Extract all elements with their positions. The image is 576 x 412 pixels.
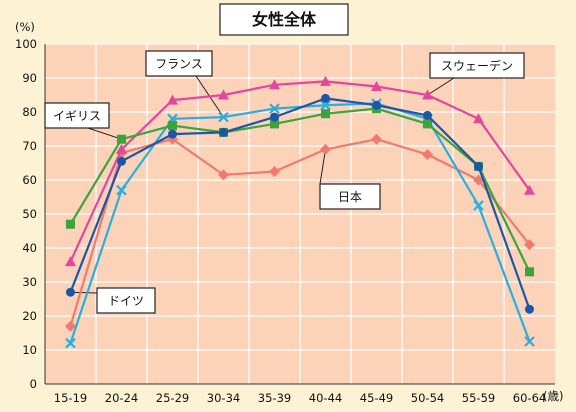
x-tick-label: 15-19 [54,391,87,405]
data-point [372,100,381,110]
series-4 [66,93,534,314]
data-point [270,119,279,129]
leader-line [87,127,122,140]
data-point [423,119,432,129]
series-label-text: ドイツ [108,294,144,308]
series [65,75,535,349]
series-label-france: フランス [145,50,213,77]
series-label-text: スウェーデン [441,58,513,73]
y-tick-label: 90 [22,71,37,85]
data-point [168,121,177,131]
y-tick-label: 30 [22,275,37,289]
series-0 [65,133,535,332]
y-unit-label: (%) [15,20,35,34]
data-point [473,113,484,124]
x-tick-label: 35-39 [258,391,291,405]
data-point [524,184,535,195]
data-point [525,304,534,314]
series-label-text: イギリス [53,109,101,123]
x-unit-label: (歳) [543,389,563,403]
leader-line [319,149,326,185]
series-label-box [44,102,110,129]
data-point [65,337,76,349]
y-tick-label: 40 [22,241,37,255]
data-point [371,133,382,145]
series-line [69,97,531,310]
title-text: 女性全体 [252,10,317,29]
axis-ticks: 0 10 20 30 40 50 60 70 80 90 100 15-19 20-24 25-29 30-… [15,37,546,405]
x-tick-label: 30-34 [207,391,240,405]
y-tick-label: 100 [15,37,37,51]
data-point [269,103,280,114]
data-point [371,81,382,91]
series-label-text: 日本 [338,190,362,204]
data-point [524,336,535,347]
y-tick-label: 50 [22,207,37,221]
data-point [270,112,279,122]
x-tick-label: 45-49 [360,391,393,405]
x-tick-label: 60-64 [513,391,546,405]
x-tick-label: 55-59 [462,391,495,405]
x-tick-label: 50-54 [411,391,444,405]
series-label-box [429,52,525,79]
y-tick-label: 10 [22,343,37,357]
data-point [66,287,75,297]
data-point [116,184,127,196]
y-tick-label: 60 [22,173,37,187]
series-label-uk: イギリス [44,102,110,129]
series-label-box [145,50,213,77]
series-line [69,80,531,263]
series-line [69,107,531,273]
data-point [473,200,484,211]
data-point [269,79,280,90]
y-tick-label: 20 [22,309,37,323]
y-tick-label: 70 [22,139,37,153]
data-point [65,256,76,267]
data-point [117,134,126,144]
data-point [321,109,330,119]
data-point [269,166,280,177]
chart-title: 女性全体 [219,3,349,36]
series-1 [65,75,535,267]
y-tick-label: 80 [22,105,37,119]
data-point [65,320,76,332]
data-point [422,89,433,100]
data-point [320,75,331,86]
data-point [218,89,229,100]
x-tick-label: 40-44 [309,391,342,405]
data-point [474,161,483,171]
data-point [525,267,534,277]
y-tick-label: 0 [30,377,37,391]
series-label-box [319,183,381,210]
series-line [69,138,531,327]
series-label-germany: ドイツ [96,287,156,314]
data-point [117,156,126,166]
data-point [320,99,331,111]
x-tick-label: 20-24 [105,391,138,405]
data-point [167,94,178,105]
data-point [168,129,177,139]
title-box [219,3,349,36]
data-point [321,93,330,103]
data-point [422,149,433,160]
data-point [219,127,228,137]
data-point [66,219,75,229]
data-point [218,111,229,123]
data-point [116,143,127,154]
data-point [524,239,535,251]
series-label-sweden: スウェーデン [429,52,525,79]
data-point [218,169,229,181]
x-tick-label: 25-29 [156,391,189,405]
leader-line [427,77,455,96]
series-label-box [96,287,156,314]
series-label-text: フランス [155,57,203,71]
series-label-japan: 日本 [319,183,381,210]
data-point [320,143,331,155]
data-point [423,110,432,120]
